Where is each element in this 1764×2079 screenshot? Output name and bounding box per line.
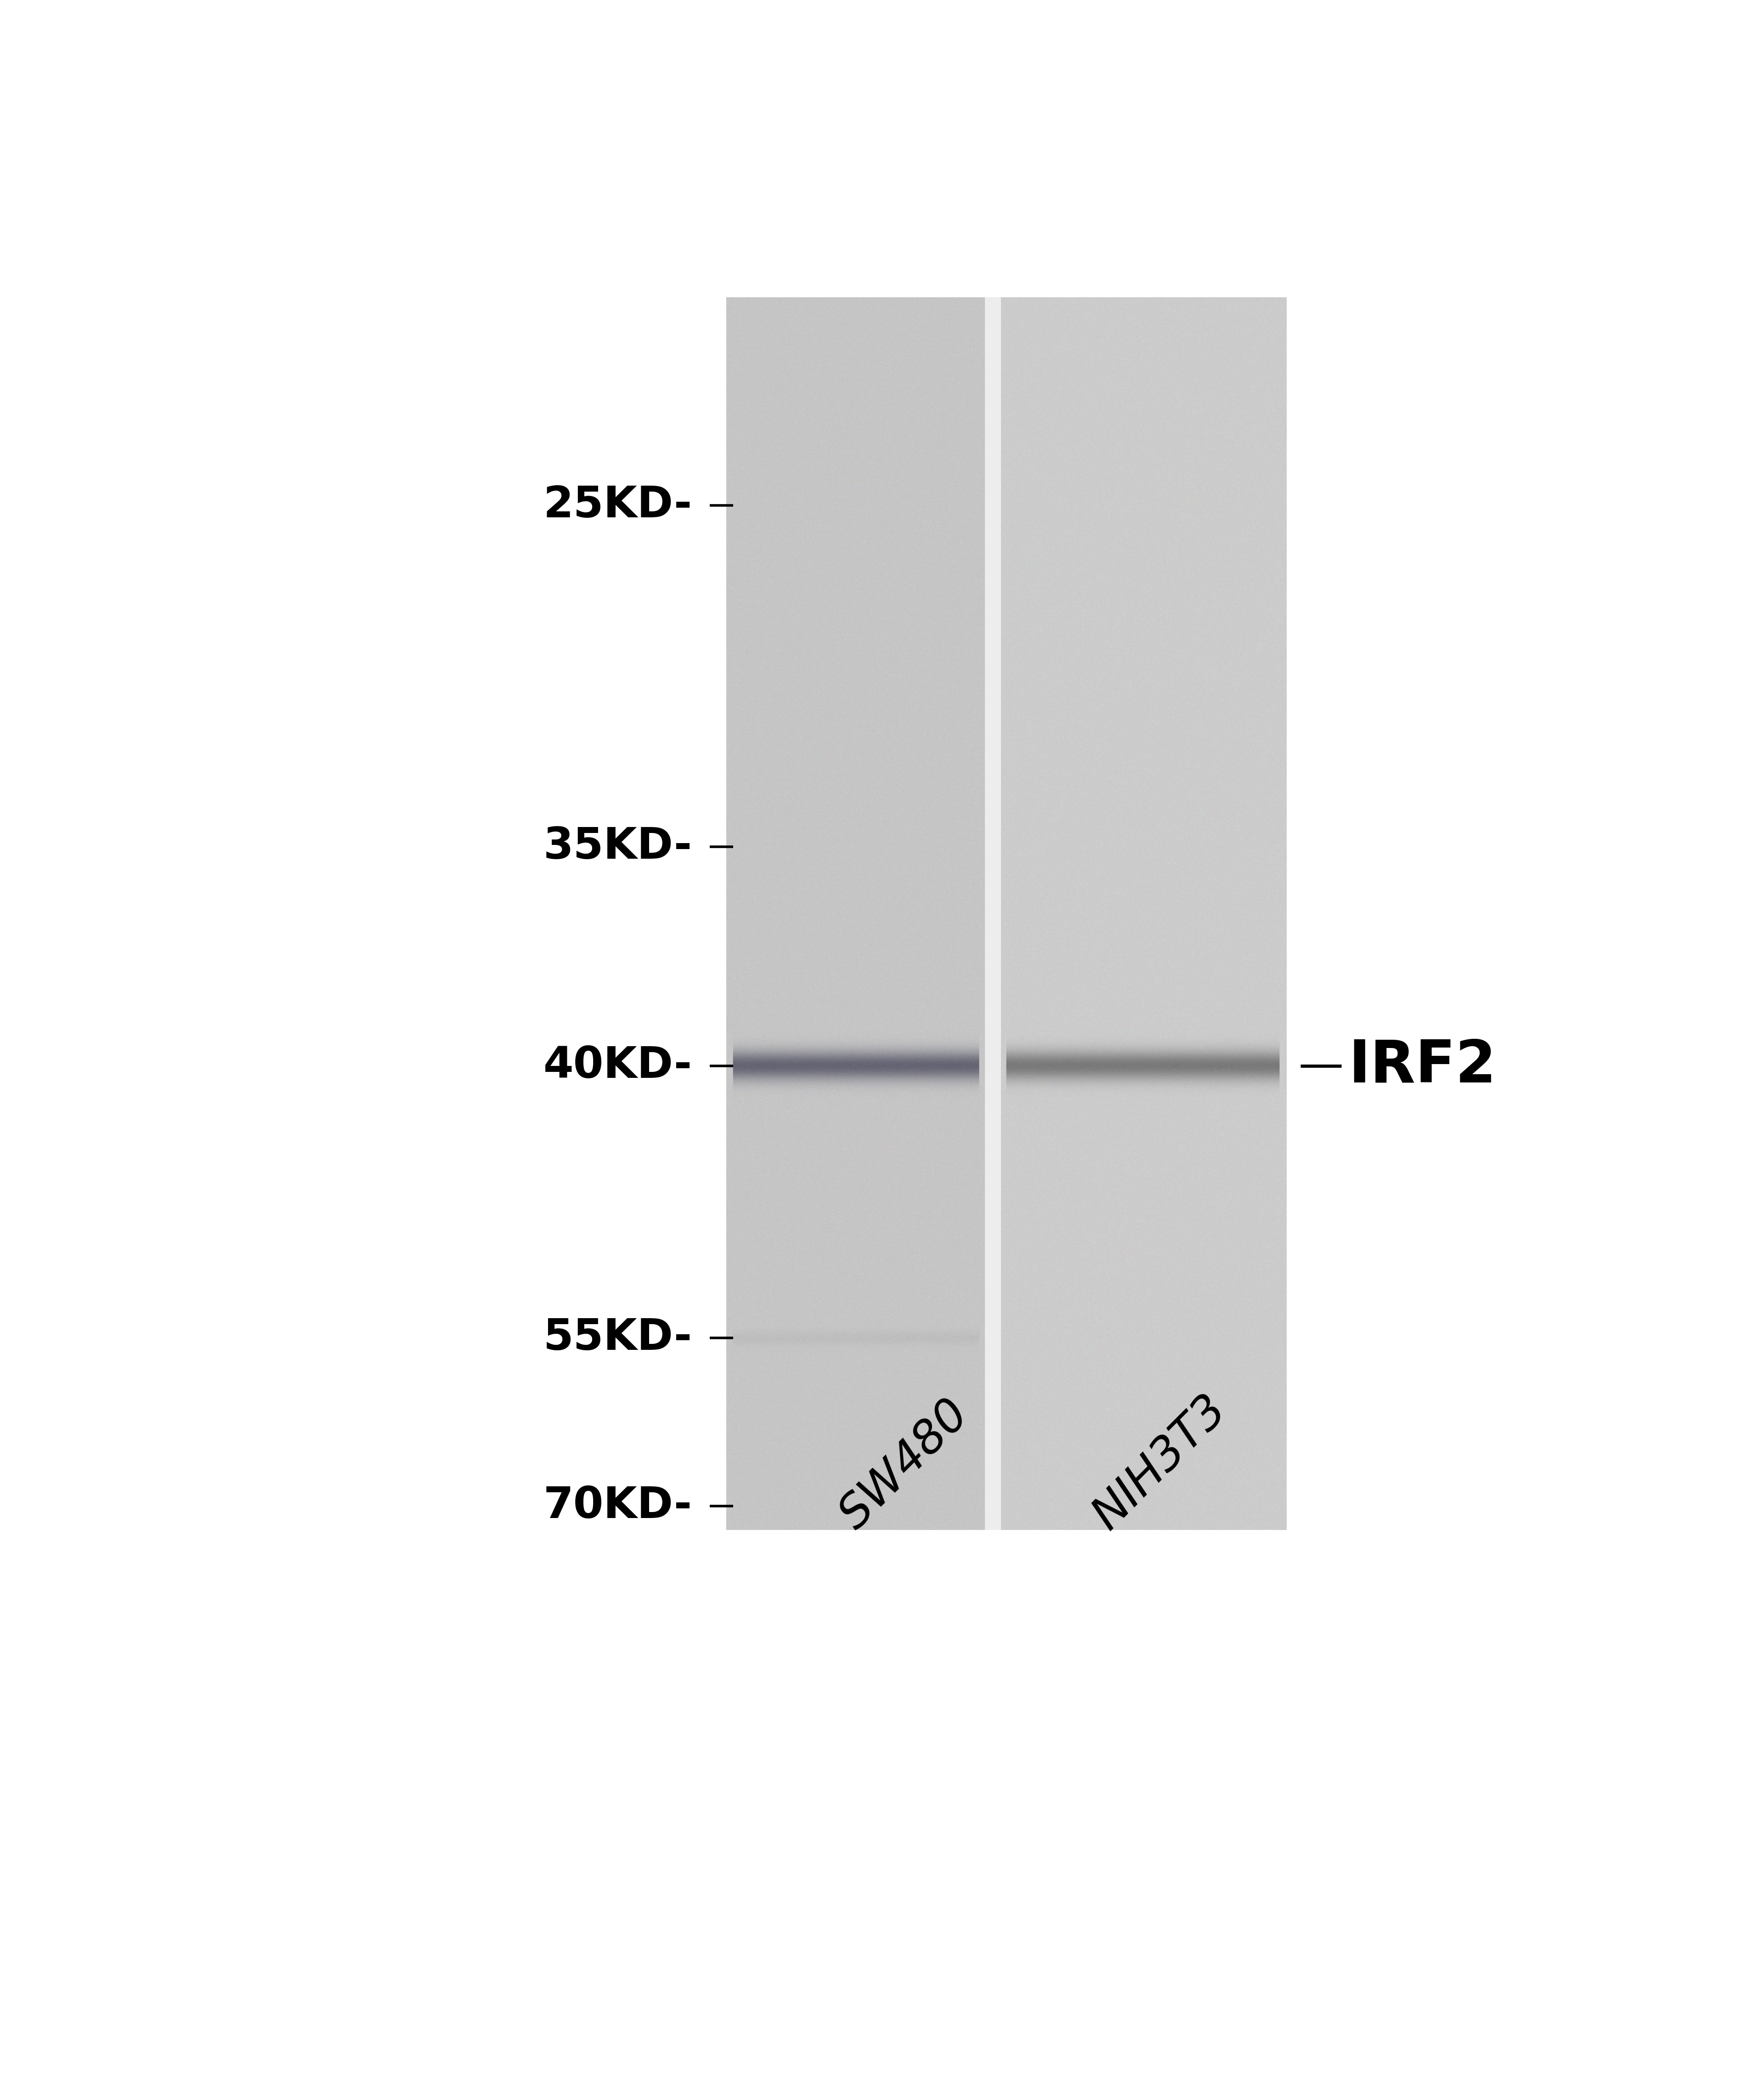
Text: 40KD-: 40KD-: [543, 1046, 691, 1087]
Text: NIH3T3: NIH3T3: [1085, 1387, 1235, 1538]
Text: 70KD-: 70KD-: [543, 1484, 691, 1528]
Text: IRF2: IRF2: [1348, 1037, 1496, 1096]
Text: SW480: SW480: [831, 1391, 977, 1538]
Text: 55KD-: 55KD-: [543, 1316, 691, 1360]
Text: 25KD-: 25KD-: [543, 484, 691, 526]
Text: 35KD-: 35KD-: [543, 825, 691, 867]
